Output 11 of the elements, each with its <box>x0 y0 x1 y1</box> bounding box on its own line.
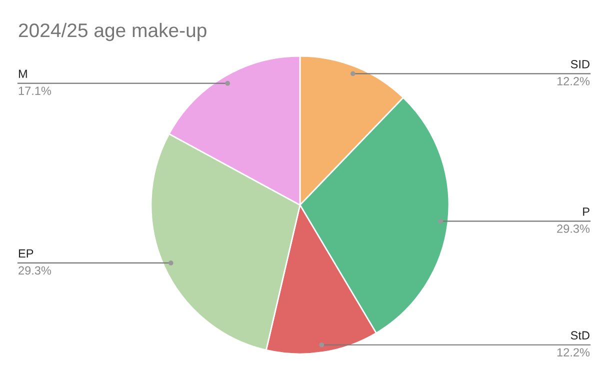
data-label: 29.3% <box>557 224 590 233</box>
slice-label: M <box>18 70 27 78</box>
data-label: 17.1% <box>18 86 52 95</box>
data-label: 29.3% <box>18 266 52 275</box>
slice-label: P <box>583 208 590 216</box>
slice-label: StD <box>570 331 590 340</box>
slice-label: EP <box>18 249 34 258</box>
data-label: 12.2% <box>557 348 590 357</box>
data-label: 12.2% <box>557 77 590 86</box>
chart-title: 2024/25 age make-up <box>18 22 206 42</box>
slice-label: SID <box>570 60 590 68</box>
